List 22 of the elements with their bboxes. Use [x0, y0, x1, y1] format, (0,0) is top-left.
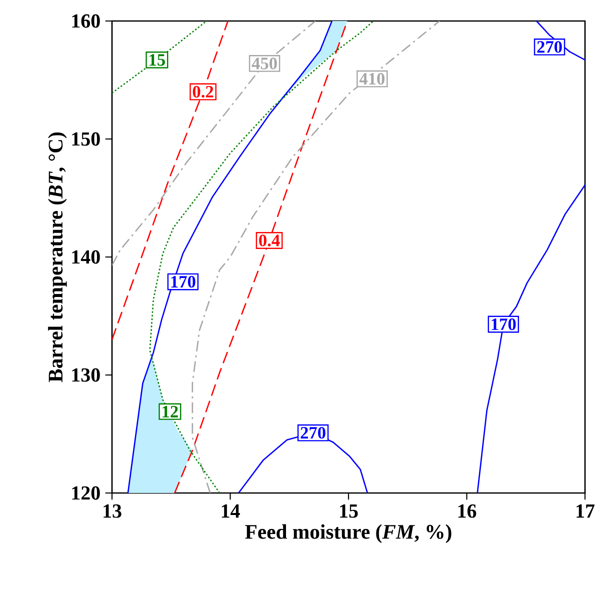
- annotation: 270: [537, 41, 562, 53]
- x-tick-label: 16: [458, 504, 476, 518]
- line-series: [127, 20, 333, 493]
- y-tick-label: 130: [72, 368, 100, 382]
- x-tick-label: 15: [340, 504, 358, 518]
- y-tick-label: 140: [72, 250, 100, 264]
- annotation: 170: [171, 276, 196, 288]
- y-axis-title: Barrel temperature (BT, °C): [48, 132, 67, 382]
- x-tick-label: 13: [104, 504, 122, 518]
- x-tick-label: 17: [576, 504, 595, 518]
- line-series: [112, 20, 316, 266]
- y-tick-label: 120: [72, 486, 100, 500]
- annotation: 410: [359, 72, 384, 85]
- annotation: 12: [162, 406, 178, 418]
- annotation: 15: [150, 54, 165, 66]
- line-series: [476, 184, 586, 493]
- annotation: 0.4: [259, 234, 280, 246]
- y-tick-label: 160: [72, 14, 100, 28]
- x-axis-title: Feed moisture (FM, %): [245, 524, 452, 544]
- line-series: [112, 20, 229, 340]
- x-tick-label: 14: [222, 504, 240, 518]
- y-tick-label: 150: [72, 132, 100, 146]
